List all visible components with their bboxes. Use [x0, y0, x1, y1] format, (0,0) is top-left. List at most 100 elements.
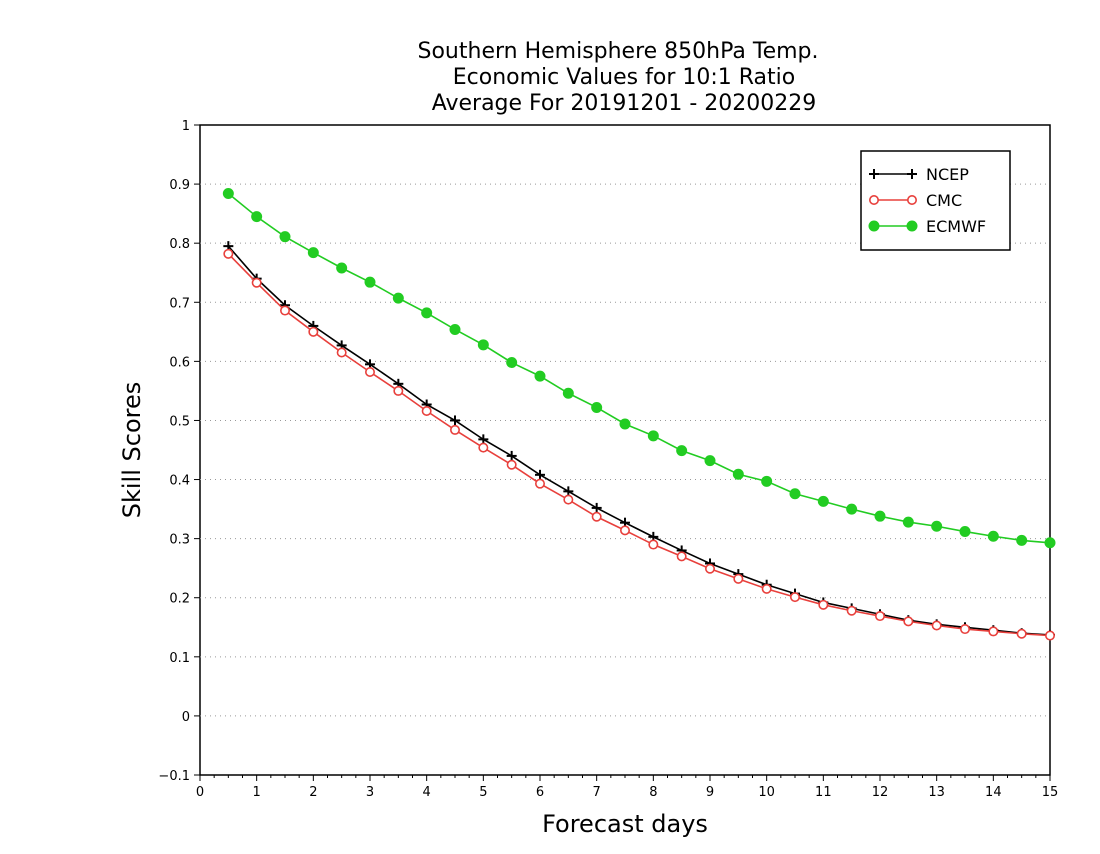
data-point-cmc: [874, 611, 885, 622]
data-point-ecmwf: [364, 276, 376, 288]
gridlines: [200, 183, 1050, 717]
y-axis-label: Skill Scores: [118, 382, 146, 519]
data-point-cmc: [959, 624, 970, 635]
data-point-cmc: [421, 405, 432, 416]
x-tick-label: 12: [872, 785, 889, 800]
title-line-3: Average For 20191201 - 20200229: [432, 91, 817, 116]
data-point-ncep: [506, 450, 517, 461]
data-point-cmc: [591, 511, 602, 522]
y-axis-ticks: −0.1 0 0.1 0.2 0.3 0.4 0.5 0.6 0.7 0.8 0.9 1: [158, 119, 200, 784]
data-point-cmc: [704, 563, 715, 574]
y-tick-label: 0.1: [169, 651, 190, 666]
data-point-ecmwf: [704, 455, 716, 467]
data-point-ecmwf: [817, 495, 829, 507]
data-point-ecmwf: [902, 516, 914, 528]
data-point-cmc: [364, 366, 375, 377]
data-point-ecmwf: [251, 211, 263, 223]
data-point-ncep: [535, 469, 545, 480]
data-point-cmc: [903, 616, 914, 627]
y-tick-label: 0.2: [169, 592, 190, 607]
x-tick-label: 7: [593, 785, 601, 800]
data-point-cmc: [648, 539, 659, 550]
y-tick-label: 0.4: [169, 474, 190, 489]
legend-item-ncep: NCEP: [869, 165, 969, 184]
y-tick-label: 1: [182, 119, 190, 134]
series-layer: [222, 188, 1056, 641]
data-point-ecmwf: [392, 292, 404, 304]
y-tick-label: 0.5: [169, 414, 190, 429]
data-point-cmc: [733, 573, 744, 584]
x-tick-label: 0: [196, 785, 204, 800]
data-point-cmc: [761, 583, 772, 594]
data-point-cmc: [393, 385, 404, 396]
legend-label: CMC: [926, 191, 962, 210]
y-tick-label: −0.1: [158, 769, 190, 784]
data-point-cmc: [279, 305, 290, 316]
data-point-cmc: [478, 442, 489, 453]
y-tick-label: 0.3: [169, 533, 190, 548]
data-point-ecmwf: [562, 387, 574, 399]
legend-marker-end: [907, 169, 917, 179]
title-line-2: Economic Values for 10:1 Ratio: [453, 65, 795, 90]
data-point-ncep: [591, 502, 602, 513]
legend-marker-start: [868, 195, 879, 206]
x-tick-label: 1: [253, 785, 261, 800]
x-tick-label: 15: [1042, 785, 1059, 800]
chart-title: Southern Hemisphere 850hPa Temp. Economi…: [418, 39, 819, 116]
x-tick-label: 11: [815, 785, 832, 800]
x-tick-label: 8: [649, 785, 657, 800]
data-point-ecmwf: [931, 520, 943, 532]
series-ecmwf: [222, 188, 1056, 549]
data-point-ecmwf: [279, 231, 291, 243]
data-point-cmc: [619, 525, 630, 536]
x-axis-label: Forecast days: [542, 810, 708, 838]
x-tick-label: 10: [758, 785, 775, 800]
data-point-ecmwf: [647, 430, 659, 442]
series-line-ncep: [227, 245, 1051, 636]
data-point-ecmwf: [222, 188, 234, 200]
data-point-ecmwf: [1044, 537, 1056, 549]
data-point-cmc: [251, 277, 262, 288]
data-point-ncep: [450, 415, 460, 426]
x-tick-label: 14: [985, 785, 1002, 800]
legend-item-cmc: CMC: [868, 191, 962, 210]
data-point-ecmwf: [789, 488, 801, 500]
series-line-cmc: [227, 253, 1051, 637]
data-point-ecmwf: [449, 323, 461, 335]
data-point-ecmwf: [477, 339, 489, 351]
data-point-cmc: [789, 592, 800, 603]
data-point-ecmwf: [619, 418, 631, 430]
x-tick-label: 2: [309, 785, 317, 800]
y-tick-label: 0.8: [169, 237, 190, 252]
data-point-cmc: [818, 599, 829, 610]
data-point-cmc: [308, 326, 319, 337]
data-point-cmc: [336, 347, 347, 358]
legend-marker-end: [906, 220, 918, 232]
legend-label: NCEP: [926, 165, 969, 184]
data-point-cmc: [1045, 630, 1056, 641]
data-point-ecmwf: [421, 307, 433, 319]
data-point-cmc: [931, 620, 942, 631]
x-tick-label: 3: [366, 785, 374, 800]
data-point-cmc: [223, 248, 234, 259]
y-tick-label: 0: [182, 710, 190, 725]
y-tick-label: 0.6: [169, 355, 190, 370]
data-point-ecmwf: [591, 401, 603, 413]
x-tick-label: 6: [536, 785, 544, 800]
legend-marker-start: [868, 220, 880, 232]
data-point-ecmwf: [987, 530, 999, 542]
legend: NCEP CMC ECMWF: [860, 150, 1011, 251]
data-point-ecmwf: [732, 468, 744, 480]
data-point-cmc: [846, 605, 857, 616]
data-point-ecmwf: [874, 510, 886, 522]
data-point-ecmwf: [959, 526, 971, 538]
data-point-cmc: [506, 459, 517, 470]
x-tick-label: 9: [706, 785, 714, 800]
data-point-cmc: [676, 551, 687, 562]
data-point-ecmwf: [506, 357, 518, 369]
title-line-1: Southern Hemisphere 850hPa Temp.: [418, 39, 819, 64]
data-point-ecmwf: [336, 262, 348, 274]
series-ncep: [223, 241, 1055, 640]
legend-item-ecmwf: ECMWF: [868, 217, 986, 236]
